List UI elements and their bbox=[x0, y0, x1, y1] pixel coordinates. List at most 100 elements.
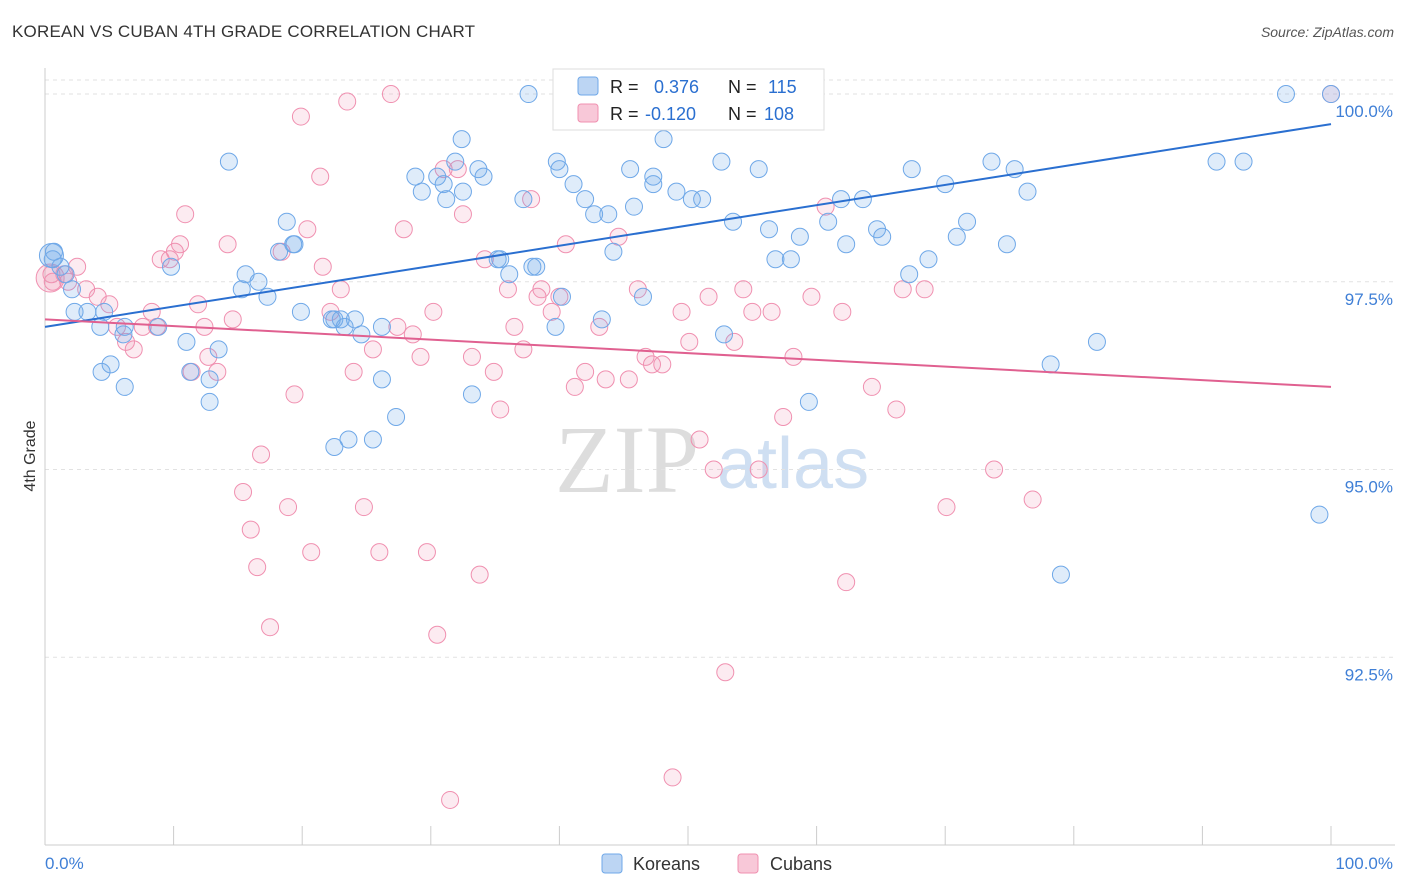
koreans-point bbox=[462, 385, 481, 404]
cubans-point bbox=[331, 280, 350, 299]
koreans-point bbox=[345, 310, 364, 329]
cubans-point bbox=[734, 280, 753, 299]
koreans-point bbox=[406, 167, 425, 186]
cubans-point bbox=[313, 257, 332, 276]
watermark-zip: ZIP bbox=[555, 406, 699, 513]
cubans-point bbox=[505, 317, 524, 336]
cubans-point bbox=[532, 280, 551, 299]
cubans-point bbox=[663, 768, 682, 787]
cubans-point bbox=[462, 347, 481, 366]
koreans-point bbox=[712, 152, 731, 171]
koreans-point bbox=[500, 265, 519, 284]
cubans-point bbox=[491, 400, 510, 419]
cubans-point bbox=[403, 325, 422, 344]
koreans-point bbox=[284, 235, 303, 254]
y-tick-label: 100.0% bbox=[1335, 102, 1393, 121]
koreans-point bbox=[412, 182, 431, 201]
koreans-point bbox=[452, 130, 471, 149]
cubans-point bbox=[887, 400, 906, 419]
cubans-point bbox=[484, 362, 503, 381]
koreans-point bbox=[232, 280, 251, 299]
koreans-point bbox=[633, 287, 652, 306]
cubans-point bbox=[672, 302, 691, 321]
cubans-point bbox=[749, 460, 768, 479]
watermark-atlas: atlas bbox=[717, 424, 869, 504]
koreans-point bbox=[474, 167, 493, 186]
cubans-point bbox=[176, 205, 195, 224]
koreans-point bbox=[437, 190, 456, 209]
koreans-point bbox=[162, 257, 181, 276]
cubans-point bbox=[248, 558, 267, 577]
cubans-point bbox=[653, 355, 672, 374]
cubans-point bbox=[417, 543, 436, 562]
koreans-point bbox=[546, 317, 565, 336]
legend-koreans-swatch bbox=[601, 853, 623, 874]
cubans-point bbox=[498, 280, 517, 299]
cubans-point bbox=[680, 332, 699, 351]
cubans-point bbox=[370, 543, 389, 562]
cubans-swatch bbox=[577, 103, 599, 123]
koreans-point bbox=[621, 160, 640, 179]
koreans-point bbox=[149, 317, 168, 336]
cubans-point bbox=[522, 190, 541, 209]
koreans-point bbox=[325, 437, 344, 456]
x-tick-labels: 0.0% 100.0% bbox=[45, 854, 1393, 873]
legend-cubans-swatch bbox=[737, 853, 759, 874]
cubans-point bbox=[542, 302, 561, 321]
koreans-point bbox=[790, 227, 809, 246]
koreans-point bbox=[523, 257, 542, 276]
cubans-point bbox=[218, 235, 237, 254]
cubans-point bbox=[837, 573, 856, 592]
koreans-point bbox=[693, 190, 712, 209]
koreans-point bbox=[249, 272, 268, 291]
koreans-point bbox=[177, 332, 196, 351]
cubans-point bbox=[291, 107, 310, 126]
koreans-point bbox=[644, 167, 663, 186]
cubans-point bbox=[133, 317, 152, 336]
cubans-point bbox=[394, 220, 413, 239]
koreans-point bbox=[1207, 152, 1226, 171]
koreans-point bbox=[947, 227, 966, 246]
stats-legend: R = 0.376 N = 115 R = -0.120 N = 108 bbox=[552, 68, 825, 131]
cubans-point bbox=[338, 92, 357, 111]
koreans-point bbox=[1041, 355, 1060, 374]
cubans-point bbox=[388, 317, 407, 336]
koreans-point bbox=[514, 190, 533, 209]
cubans-point bbox=[1023, 490, 1042, 509]
koreans-r-label: R = bbox=[610, 77, 639, 97]
koreans-point bbox=[372, 370, 391, 389]
cubans-point bbox=[279, 498, 298, 517]
cubans-point bbox=[208, 362, 227, 381]
cubans-n-value: 108 bbox=[764, 104, 794, 124]
koreans-point bbox=[114, 325, 133, 344]
koreans-point bbox=[277, 212, 296, 231]
koreans-point bbox=[766, 250, 785, 269]
cubans-r-value: -0.120 bbox=[645, 104, 696, 124]
koreans-point bbox=[837, 235, 856, 254]
koreans-point bbox=[624, 197, 643, 216]
cubans-point bbox=[690, 430, 709, 449]
koreans-point bbox=[819, 212, 838, 231]
koreans-trend-line bbox=[44, 123, 1332, 328]
koreans-point bbox=[547, 152, 566, 171]
koreans-point bbox=[219, 152, 238, 171]
koreans-point bbox=[270, 242, 289, 261]
cubans-point bbox=[725, 332, 744, 351]
koreans-point bbox=[387, 407, 406, 426]
koreans-point bbox=[654, 130, 673, 149]
koreans-point bbox=[982, 152, 1001, 171]
koreans-point bbox=[724, 212, 743, 231]
x-tick-label-left: 0.0% bbox=[45, 854, 84, 873]
source-label: Source: ZipAtlas.com bbox=[1260, 24, 1394, 40]
axes bbox=[44, 68, 1395, 846]
koreans-point bbox=[585, 205, 604, 224]
cubans-point bbox=[762, 302, 781, 321]
y-tick-label: 97.5% bbox=[1345, 290, 1393, 309]
cubans-point bbox=[241, 520, 260, 539]
koreans-point bbox=[919, 250, 938, 269]
cubans-point bbox=[743, 302, 762, 321]
koreans-point bbox=[902, 160, 921, 179]
koreans-r-value: 0.376 bbox=[654, 77, 699, 97]
koreans-point bbox=[1234, 152, 1253, 171]
koreans-point bbox=[200, 370, 219, 389]
